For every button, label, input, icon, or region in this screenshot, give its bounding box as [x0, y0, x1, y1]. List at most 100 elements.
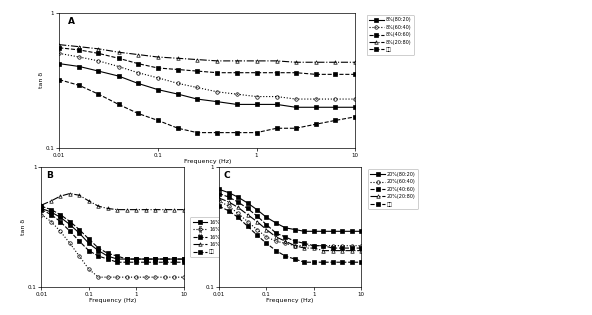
空白 — [329, 260, 336, 264]
16%(20:80) — [133, 208, 140, 211]
8%(60:40) — [194, 86, 201, 89]
8%(40:60) — [292, 71, 300, 75]
Text: A: A — [68, 17, 75, 26]
空白 — [95, 254, 102, 258]
8%(40:60) — [273, 71, 280, 75]
空白 — [253, 131, 260, 135]
Line: 16%(60:40): 16%(60:40) — [40, 213, 185, 279]
Y-axis label: tan δ: tan δ — [39, 72, 44, 89]
20%(80:20) — [310, 229, 317, 233]
16%(20:80) — [57, 194, 64, 198]
空白 — [273, 126, 280, 130]
16%(40:60) — [76, 228, 83, 232]
16%(80:20) — [38, 207, 45, 210]
X-axis label: Frequency (Hz): Frequency (Hz) — [184, 159, 231, 164]
16%(60:40) — [142, 275, 149, 279]
20%(20:80) — [339, 249, 346, 253]
20%(40:60) — [291, 239, 298, 243]
Line: 8%(40:60): 8%(40:60) — [57, 46, 357, 76]
8%(60:40) — [56, 51, 63, 55]
16%(60:40) — [114, 275, 121, 279]
20%(60:40) — [215, 199, 223, 203]
16%(20:80) — [66, 192, 73, 195]
空白 — [244, 224, 251, 228]
20%(20:80) — [234, 205, 242, 209]
8%(40:60) — [76, 48, 83, 52]
空白 — [272, 249, 279, 253]
16%(20:80) — [38, 203, 45, 207]
8%(20:80) — [95, 47, 102, 51]
16%(40:60) — [57, 213, 64, 216]
8%(80:20) — [332, 106, 339, 109]
16%(20:80) — [152, 208, 159, 211]
16%(80:20) — [123, 257, 130, 261]
16%(20:80) — [95, 204, 102, 208]
16%(60:40) — [170, 275, 178, 279]
20%(20:80) — [253, 220, 260, 223]
空白 — [170, 260, 178, 264]
16%(60:40) — [123, 275, 130, 279]
8%(80:20) — [175, 92, 182, 96]
空白 — [76, 83, 83, 87]
8%(40:60) — [194, 69, 201, 73]
20%(40:60) — [358, 246, 365, 250]
20%(20:80) — [320, 249, 327, 253]
20%(80:20) — [272, 221, 279, 225]
20%(60:40) — [339, 244, 346, 248]
Text: B: B — [46, 170, 53, 180]
空白 — [161, 260, 168, 264]
8%(60:40) — [292, 97, 300, 101]
20%(20:80) — [358, 249, 365, 253]
空白 — [95, 92, 102, 96]
20%(40:60) — [339, 246, 346, 250]
16%(40:60) — [104, 251, 111, 255]
16%(80:20) — [142, 257, 149, 261]
20%(20:80) — [244, 213, 251, 216]
20%(60:40) — [282, 242, 289, 245]
空白 — [114, 260, 121, 264]
20%(20:80) — [348, 249, 355, 253]
20%(40:60) — [301, 242, 308, 245]
8%(60:40) — [332, 97, 339, 101]
8%(60:40) — [273, 95, 280, 99]
8%(60:40) — [233, 92, 240, 96]
16%(20:80) — [123, 208, 130, 211]
8%(60:40) — [134, 71, 141, 75]
8%(60:40) — [313, 97, 320, 101]
空白 — [291, 257, 298, 261]
8%(20:80) — [233, 59, 240, 63]
16%(40:60) — [123, 257, 130, 261]
8%(60:40) — [155, 76, 162, 80]
空白 — [123, 260, 130, 264]
8%(80:20) — [273, 102, 280, 106]
8%(60:40) — [214, 90, 221, 94]
16%(80:20) — [104, 254, 111, 258]
8%(40:60) — [155, 66, 162, 70]
空白 — [253, 233, 260, 237]
Line: 空白: 空白 — [57, 78, 357, 135]
16%(80:20) — [114, 257, 121, 261]
8%(60:40) — [76, 55, 83, 59]
空白 — [313, 122, 320, 126]
20%(20:80) — [282, 239, 289, 243]
20%(80:20) — [215, 187, 223, 191]
8%(40:60) — [352, 72, 359, 76]
20%(20:80) — [291, 244, 298, 248]
16%(20:80) — [180, 208, 187, 211]
16%(80:20) — [57, 215, 64, 219]
Line: 20%(40:60): 20%(40:60) — [217, 192, 363, 250]
20%(60:40) — [358, 244, 365, 248]
20%(80:20) — [282, 226, 289, 230]
20%(80:20) — [225, 191, 232, 195]
Legend: 8%(80:20), 8%(60:40), 8%(40:60), 8%(20:80), 空白: 8%(80:20), 8%(60:40), 8%(40:60), 8%(20:8… — [366, 15, 414, 54]
Line: 空白: 空白 — [40, 208, 185, 264]
空白 — [180, 260, 187, 264]
8%(20:80) — [56, 43, 63, 47]
Line: 20%(80:20): 20%(80:20) — [217, 188, 363, 233]
16%(20:80) — [85, 199, 92, 203]
20%(60:40) — [225, 204, 232, 208]
8%(20:80) — [76, 45, 83, 49]
Y-axis label: tan δ: tan δ — [21, 219, 27, 235]
空白 — [234, 215, 242, 219]
16%(60:40) — [47, 220, 54, 223]
